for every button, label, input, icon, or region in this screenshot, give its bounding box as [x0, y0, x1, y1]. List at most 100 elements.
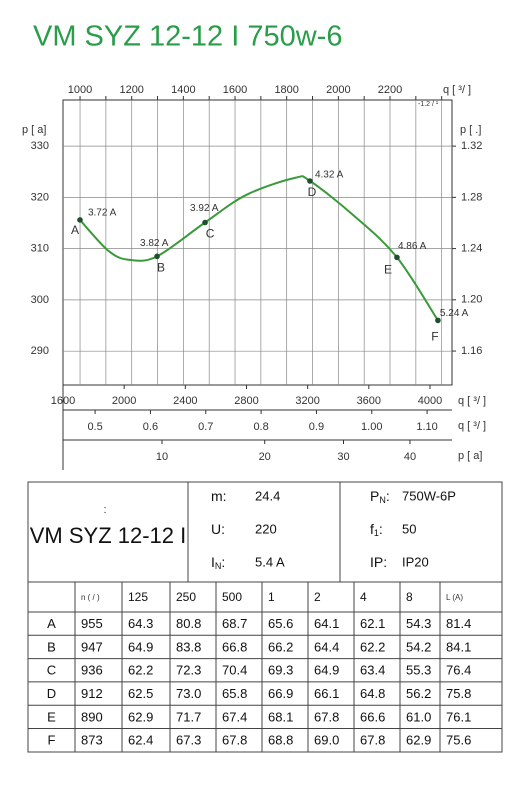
table-cell: 62.9 — [406, 733, 431, 748]
table-cell: 62.9 — [128, 709, 153, 724]
table-cell: 80.8 — [176, 616, 201, 631]
top-tick-label: 1000 — [68, 84, 92, 96]
table-cell: 61.0 — [406, 709, 431, 724]
spec-label-sep: : — [386, 488, 390, 504]
table-header: 125 — [128, 590, 148, 604]
top-tick-label: 1200 — [119, 84, 143, 96]
table-cell: 62.2 — [360, 639, 385, 654]
spec-value: IP20 — [402, 554, 429, 569]
table-header: 2 — [314, 590, 321, 604]
table-header: 1 — [268, 590, 275, 604]
right-tick-label: 1.20 — [461, 294, 482, 306]
x-tick-label: 2400 — [173, 395, 197, 407]
table-cell: 64.4 — [314, 639, 339, 654]
x-tick-label: 2000 — [112, 395, 136, 407]
axis-tick-label: 0.6 — [143, 421, 158, 433]
spec-colon: : — [103, 504, 106, 516]
table-cell: 68.8 — [268, 733, 293, 748]
table-cell: 67.8 — [222, 733, 247, 748]
y-tick-label: 330 — [31, 140, 49, 152]
x-tick-label: 4000 — [418, 395, 442, 407]
table-cell: 63.4 — [360, 663, 385, 678]
spec-label-sep: : — [379, 521, 383, 537]
table-cell: 66.8 — [222, 639, 247, 654]
x-axis-label: q [ ³/ ] — [458, 395, 486, 407]
operating-point — [154, 253, 160, 260]
operating-point — [307, 178, 313, 184]
table-cell: 68.7 — [222, 616, 247, 631]
table-cell: 55.3 — [406, 663, 431, 678]
right-tick-label: 1.32 — [461, 140, 482, 152]
table-cell: 890 — [81, 709, 103, 724]
spec-label-main: U — [211, 521, 221, 537]
spec-label-sub: N — [215, 561, 222, 571]
table-cell: F — [48, 733, 56, 748]
operating-point — [394, 254, 400, 261]
table-cell: 64.8 — [360, 686, 385, 701]
point-letter: F — [431, 330, 438, 344]
operating-point — [435, 317, 441, 324]
spec-value: 50 — [402, 521, 416, 536]
top-tick-label: 2000 — [326, 84, 350, 96]
y-tick-label: 290 — [31, 345, 49, 357]
table-cell: 62.4 — [128, 733, 153, 748]
table-header: 8 — [406, 590, 413, 604]
top-tick-label: 1600 — [223, 84, 247, 96]
spec-value: 750W-6P — [402, 488, 456, 503]
x-tick-label: 3600 — [357, 395, 381, 407]
top-axis-label: q [ ³/ ] — [443, 84, 471, 96]
table-cell: C — [47, 663, 56, 678]
table-cell: B — [47, 639, 56, 654]
spec-label-main: f — [370, 521, 374, 537]
table-cell: 66.9 — [268, 686, 293, 701]
right-tick-label: 1.16 — [461, 345, 482, 357]
point-current: 4.86 A — [398, 241, 427, 252]
y-tick-label: 310 — [31, 243, 49, 255]
table-cell: 67.8 — [360, 733, 385, 748]
table-cell: 65.8 — [222, 686, 247, 701]
axis-tick-label: 0.5 — [87, 421, 102, 433]
operating-point — [77, 217, 83, 223]
table-cell: 64.1 — [314, 616, 339, 631]
table-header: 4 — [360, 590, 367, 604]
y-axis-label: p [ a] — [22, 124, 46, 136]
table-cell: 64.9 — [314, 663, 339, 678]
spec-value: 5.4 A — [255, 554, 285, 569]
top-axis-note: -1.2 / ¹ — [418, 101, 439, 108]
spec-label-main: IP — [370, 554, 383, 570]
point-letter: C — [206, 227, 215, 241]
table-header: 500 — [222, 590, 242, 604]
axis-tick-label: 20 — [259, 451, 271, 463]
point-current: 3.92 A — [190, 203, 219, 214]
spec-label-sep: : — [383, 554, 387, 570]
spec-label-main: P — [370, 488, 379, 504]
y-tick-label: 320 — [31, 191, 49, 203]
spec-label-sub: N — [379, 495, 386, 505]
spec-label: f1: — [370, 521, 383, 539]
spec-value: 24.4 — [255, 488, 280, 503]
table-cell: E — [47, 709, 56, 724]
spec-label: IP: — [370, 554, 387, 570]
table-cell: 83.8 — [176, 639, 201, 654]
table-cell: 76.4 — [446, 663, 471, 678]
table-cell: 64.3 — [128, 616, 153, 631]
table-cell: 70.4 — [222, 663, 247, 678]
axis-tick-label: 10 — [156, 451, 168, 463]
axis-tick-label: 0.9 — [309, 421, 324, 433]
table-cell: 68.1 — [268, 709, 293, 724]
table-cell: 873 — [81, 733, 103, 748]
spec-label-sep: : — [221, 554, 225, 570]
point-letter: A — [71, 223, 79, 237]
spec-label: PN: — [370, 488, 390, 506]
top-tick-label: 2200 — [378, 84, 402, 96]
point-current: 3.82 A — [140, 238, 169, 249]
table-cell: 69.3 — [268, 663, 293, 678]
table-cell: D — [47, 686, 56, 701]
right-axis-label: p [ .] — [460, 124, 481, 136]
table-cell: 56.2 — [406, 686, 431, 701]
point-letter: B — [157, 261, 165, 275]
spec-frame — [27, 481, 503, 753]
x-tick-label: 3200 — [295, 395, 319, 407]
right-tick-label: 1.28 — [461, 191, 482, 203]
table-header: n ( / ) — [81, 593, 100, 602]
